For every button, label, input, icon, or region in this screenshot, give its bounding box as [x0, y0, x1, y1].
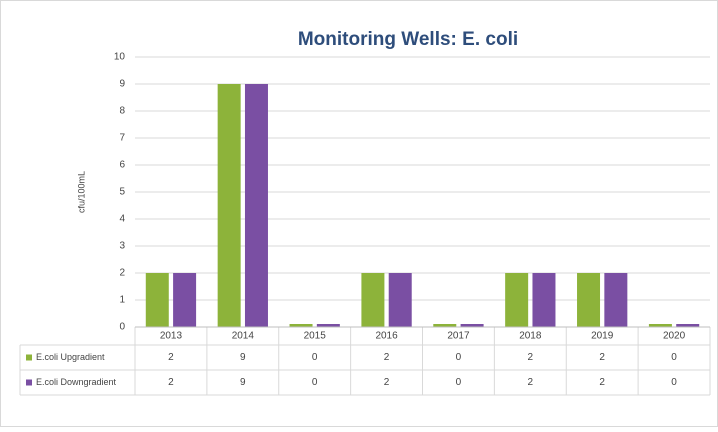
legend-label: E.coli Upgradient	[36, 352, 105, 362]
table-cell: 9	[240, 377, 246, 388]
table-cell: 2	[384, 352, 390, 363]
y-axis-label: cfu/100mL	[76, 171, 86, 213]
y-tick-label: 6	[119, 160, 125, 171]
y-tick-label: 4	[119, 214, 125, 225]
bar	[577, 273, 601, 327]
table-cell: 0	[456, 352, 462, 363]
bar	[289, 324, 313, 327]
bar	[532, 273, 556, 327]
bar	[648, 324, 672, 327]
table-cell: 0	[312, 352, 318, 363]
y-tick-label: 8	[119, 106, 125, 117]
x-tick-label: 2020	[663, 331, 686, 342]
bar	[316, 324, 340, 327]
table-cell: 2	[528, 377, 534, 388]
legend-label: E.coli Downgradient	[36, 377, 117, 387]
y-tick-label: 7	[119, 133, 125, 144]
table-cell: 9	[240, 352, 246, 363]
x-tick-label: 2016	[375, 331, 398, 342]
table-cell: 2	[384, 377, 390, 388]
bar	[173, 273, 197, 327]
y-tick-label: 5	[119, 187, 125, 198]
bar	[388, 273, 412, 327]
bar	[676, 324, 700, 327]
bar	[244, 84, 268, 327]
x-tick-label: 2017	[447, 331, 470, 342]
y-tick-label: 9	[119, 79, 125, 90]
x-tick-label: 2018	[519, 331, 542, 342]
legend-swatch	[26, 379, 32, 386]
table-cell: 2	[599, 352, 605, 363]
y-tick-label: 0	[119, 322, 125, 333]
y-tick-label: 1	[119, 295, 125, 306]
bar	[604, 273, 628, 327]
y-tick-label: 3	[119, 241, 125, 252]
y-tick-label: 2	[119, 268, 125, 279]
table-cell: 0	[456, 377, 462, 388]
bar	[505, 273, 529, 327]
table-cell: 2	[168, 377, 174, 388]
x-tick-label: 2019	[591, 331, 614, 342]
bar	[145, 273, 169, 327]
table-cell: 2	[168, 352, 174, 363]
legend-swatch	[26, 354, 32, 361]
table-cell: 0	[671, 377, 677, 388]
table-cell: 0	[312, 377, 318, 388]
chart-title: Monitoring Wells: E. coli	[298, 29, 518, 50]
table-cell: 0	[671, 352, 677, 363]
bar	[217, 84, 241, 327]
y-tick-label: 10	[114, 52, 126, 63]
bar	[361, 273, 385, 327]
table-cell: 2	[528, 352, 534, 363]
table-cell: 2	[599, 377, 605, 388]
bar	[460, 324, 484, 327]
x-tick-label: 2013	[160, 331, 183, 342]
x-tick-label: 2015	[304, 331, 327, 342]
bar	[433, 324, 457, 327]
x-tick-label: 2014	[232, 331, 255, 342]
